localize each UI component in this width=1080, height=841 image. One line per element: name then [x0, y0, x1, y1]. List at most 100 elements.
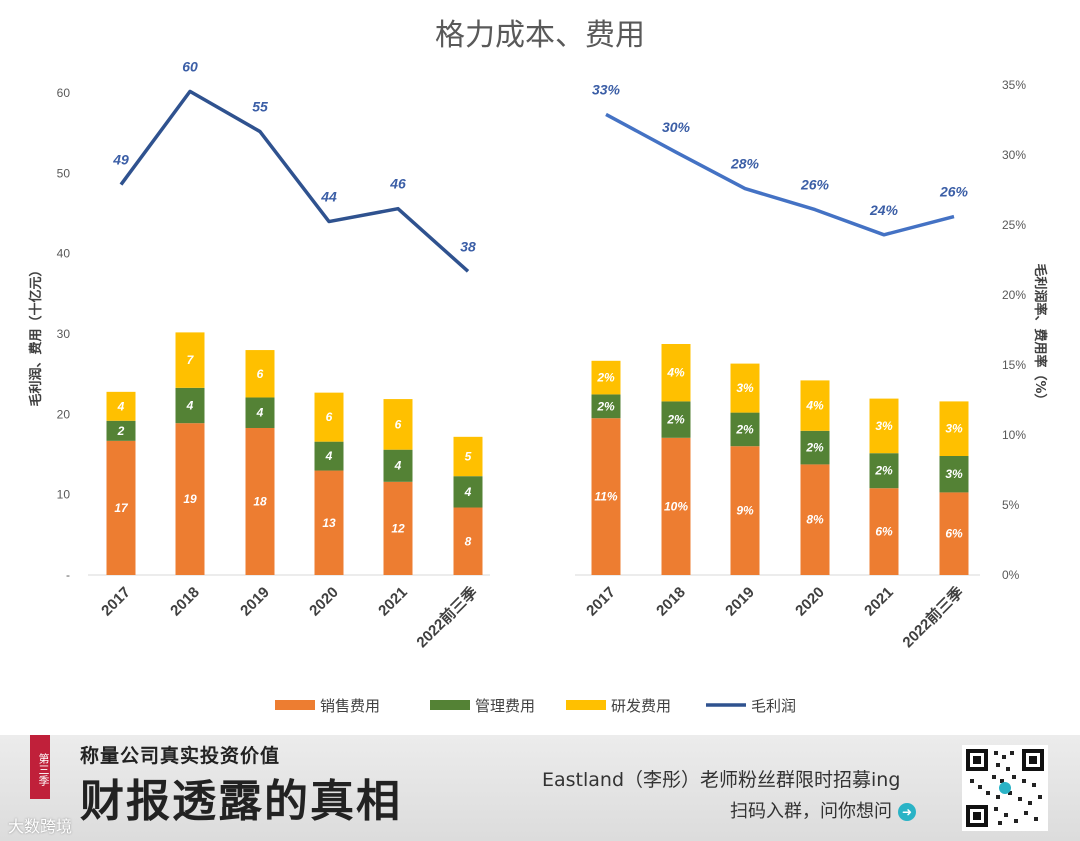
bar-segment: [245, 350, 275, 398]
bar-segment: [106, 440, 136, 575]
chart: 格力成本、费用 毛利润、费用（十亿元） 毛利润率、费用率（%） - 10 20 30 4…: [28, 18, 1048, 715]
banner-cta[interactable]: 扫码入群，问你想问 ➜: [730, 797, 916, 823]
y-tick-label: 60: [57, 86, 71, 100]
bar-data-label: 18: [253, 494, 267, 508]
bar-segment: [661, 437, 691, 575]
gross-profit-line: [119, 89, 470, 273]
bar-data-label: 3%: [945, 467, 963, 481]
line-data-label: 26%: [939, 184, 969, 200]
bar-segment: [453, 436, 483, 477]
bar-data-label: 9%: [736, 504, 754, 518]
x-tick-label: 2022前三季: [413, 583, 481, 651]
bar-data-label: 2%: [735, 422, 754, 436]
line-data-label: 26%: [800, 177, 830, 193]
bar-segment: [939, 492, 969, 575]
x-tick-label: 2021: [375, 584, 411, 620]
bar-data-label: 12: [391, 521, 405, 535]
y-tick-label: 30: [57, 327, 71, 341]
bar-segment: [383, 449, 413, 482]
legend-item-label: 毛利润: [751, 697, 796, 715]
line-data-label: 33%: [592, 81, 621, 97]
bar-data-label: 5: [465, 450, 472, 464]
bar-segment: [314, 441, 344, 471]
x-tick-label: 2020: [306, 584, 342, 620]
watermark: 大数跨境: [8, 817, 73, 836]
line-data-label: 28%: [730, 156, 760, 172]
y-tick-label: 10%: [1002, 428, 1026, 442]
y-tick-label: 0%: [1002, 568, 1020, 582]
bar-data-label: 4: [186, 398, 194, 412]
chart-title: 格力成本、费用: [435, 18, 645, 53]
bar-segment: [939, 456, 969, 493]
legend: 销售费用 管理费用 研发费用 毛利润: [275, 697, 796, 715]
banner-cta-text: 扫码入群，问你想问: [730, 801, 892, 822]
y-tick-label: 15%: [1002, 358, 1026, 372]
promo-banner[interactable]: 第三季 称量公司真实投资价值 财报透露的真相 Eastland（李彤）老师粉丝群…: [0, 735, 1080, 841]
bar-data-label: 19: [183, 492, 197, 506]
line-data-label: 49: [112, 152, 129, 168]
y-tick-label: 50: [57, 166, 71, 180]
legend-item-label: 管理费用: [475, 697, 535, 715]
x-tick-label: 2017: [583, 584, 619, 620]
legend-item-label: 研发费用: [611, 697, 671, 715]
line-data-label: 55: [252, 99, 268, 115]
bar-data-label: 8: [465, 534, 472, 548]
bar-segment: [869, 453, 899, 489]
bar-data-label: 2: [117, 424, 125, 438]
bar-segment: [591, 418, 621, 575]
banner-subtitle: 称量公司真实投资价值: [80, 745, 281, 767]
bar-segment: [800, 464, 830, 575]
x-tick-label: 2021: [861, 584, 897, 620]
line-data-label: 46: [389, 176, 406, 192]
bar-segment: [661, 344, 691, 402]
legend-item-label: 销售费用: [320, 697, 380, 715]
x-tick-label: 2018: [167, 584, 203, 620]
left-y-axis-label: 毛利润、费用（十亿元）: [28, 263, 44, 406]
line-data-label: 44: [320, 189, 337, 205]
gross-profit-line: [605, 112, 955, 237]
line-data-label: 38: [460, 238, 476, 254]
bar-data-label: 4%: [805, 399, 824, 413]
bar-data-label: 10%: [664, 499, 688, 513]
x-tick-label: 2019: [237, 584, 273, 620]
bar-segment: [730, 412, 760, 447]
bar-segment: [730, 363, 760, 413]
x-tick-label: 2019: [722, 584, 758, 620]
bar-data-label: 13: [322, 516, 336, 530]
bar-data-label: 4: [256, 406, 264, 420]
bar-data-label: 6%: [875, 525, 893, 539]
right-y-axis-label: 毛利润率、费用率（%）: [1032, 263, 1048, 406]
x-tick-label: 2017: [98, 584, 134, 620]
bar-data-label: 3%: [736, 381, 754, 395]
y-tick-label: 30%: [1002, 148, 1026, 162]
bar-segment: [245, 397, 275, 428]
plot-area: -102030405060172420171947201818462019134…: [57, 58, 1027, 651]
bar-segment: [730, 446, 760, 575]
bar-segment: [175, 423, 205, 575]
bar-segment: [869, 398, 899, 454]
bar-data-label: 4: [464, 485, 472, 499]
x-tick-label: 2022前三季: [899, 583, 967, 651]
bar-data-label: 6%: [945, 527, 963, 541]
bar-data-label: 4: [117, 399, 125, 413]
bar-data-label: 2%: [805, 441, 824, 455]
season-tag: 第三季: [30, 735, 50, 799]
bar-segment: [383, 399, 413, 450]
line-data-label: 24%: [869, 202, 899, 218]
bar-segment: [245, 427, 275, 575]
bar-data-label: 11%: [594, 490, 617, 504]
legend-swatch: [430, 700, 470, 710]
qr-code[interactable]: [962, 745, 1048, 831]
bar-data-label: 6: [395, 417, 402, 431]
arrow-right-icon: ➜: [898, 803, 916, 821]
bar-segment: [106, 420, 136, 441]
bar-data-label: 4: [325, 449, 333, 463]
bar-data-label: 3%: [945, 422, 963, 436]
bar-segment: [175, 387, 205, 424]
bar-segment: [800, 430, 830, 465]
bar-segment: [661, 401, 691, 438]
legend-swatch: [566, 700, 606, 710]
x-tick-label: 2020: [792, 584, 828, 620]
bar-segment: [314, 392, 344, 442]
legend-swatch: [275, 700, 315, 710]
